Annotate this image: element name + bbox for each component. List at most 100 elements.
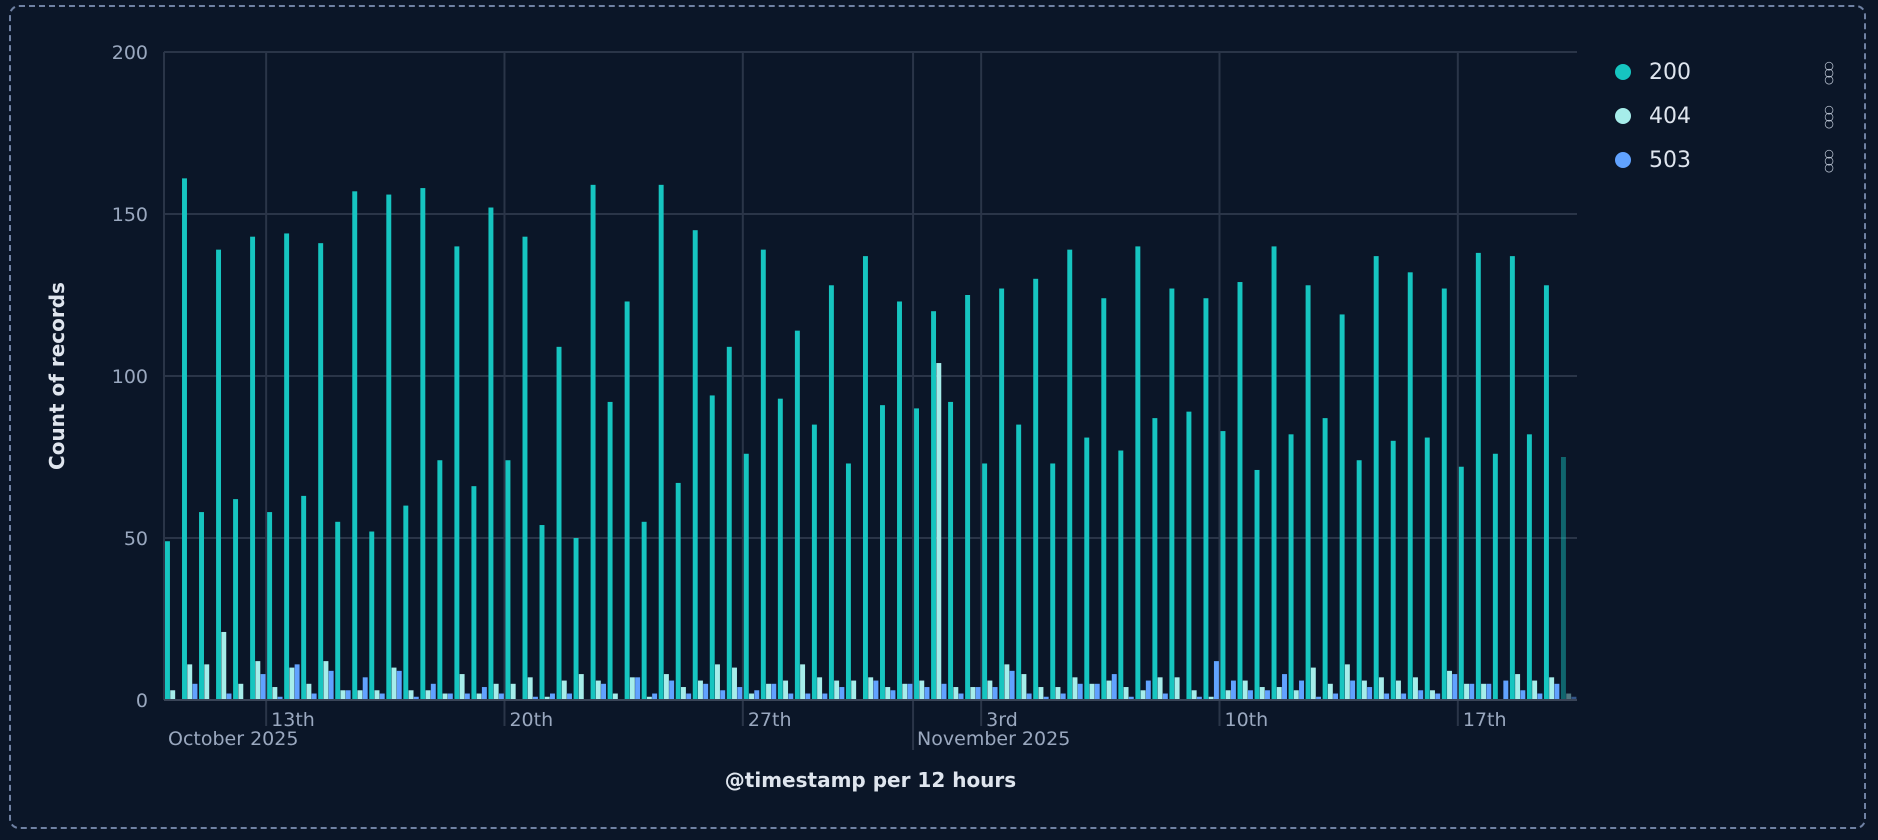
x-tick-label: 10th: [1224, 709, 1268, 731]
bar-503: [396, 670, 402, 700]
bar-200: [641, 521, 647, 700]
bar-503: [1128, 696, 1134, 700]
bar-404: [1038, 687, 1044, 700]
bar-404: [646, 696, 652, 700]
bar-503: [1111, 674, 1117, 700]
bar-200: [965, 295, 971, 700]
bar-503: [703, 683, 709, 700]
bar-503: [958, 693, 964, 700]
bar-404: [1106, 680, 1112, 700]
bar-404: [1532, 680, 1538, 700]
bar-503: [907, 683, 913, 700]
bar-503: [1026, 693, 1032, 700]
bar-503: [260, 674, 266, 700]
y-tick-label: 50: [124, 528, 148, 550]
bar-503: [447, 693, 453, 700]
more-options-icon[interactable]: ○ ○ ○: [1824, 146, 1834, 174]
bar-200: [1407, 272, 1413, 700]
bar-200: [1492, 453, 1498, 700]
bar-200: [845, 463, 851, 700]
bar-503: [532, 696, 538, 700]
bar-404: [987, 680, 993, 700]
bar-404: [340, 690, 346, 700]
bar-200: [675, 482, 681, 700]
bar-503: [1043, 696, 1049, 700]
bar-503: [1162, 693, 1168, 700]
bar-503: [1077, 683, 1083, 700]
bar-200: [590, 184, 596, 701]
bar-503: [601, 683, 607, 700]
bar-200: [607, 401, 613, 700]
bar-404: [1242, 680, 1248, 700]
bar-404: [902, 683, 908, 700]
bar-200: [301, 495, 307, 700]
bar-503: [481, 687, 487, 700]
bar-404: [1021, 674, 1027, 700]
bar-200: [1271, 246, 1277, 700]
legend-label: 200: [1649, 59, 1691, 85]
bar-503: [652, 693, 658, 700]
bar-503: [1350, 680, 1356, 700]
bar-404: [1327, 683, 1333, 700]
y-axis-title: Count of records: [45, 282, 69, 470]
bar-503: [720, 690, 726, 700]
bar-200: [1050, 463, 1056, 700]
y-tick-label: 100: [112, 366, 148, 388]
legend-item-404[interactable]: 404 ○ ○ ○: [1605, 94, 1845, 138]
more-options-icon[interactable]: ○ ○ ○: [1824, 58, 1834, 86]
bar-404: [1447, 670, 1452, 700]
bar-200: [522, 236, 528, 700]
bar-503: [822, 693, 828, 700]
bar-404: [800, 664, 806, 700]
bar-404: [595, 680, 601, 700]
bar-200: [1560, 457, 1566, 700]
bar-503: [771, 683, 777, 700]
bar-200: [897, 301, 902, 700]
bar-200: [743, 453, 749, 700]
bar-200: [1237, 282, 1243, 700]
bar-404: [732, 667, 737, 700]
more-options-icon[interactable]: ○ ○ ○: [1824, 102, 1834, 130]
bar-503: [873, 680, 879, 700]
bar-200: [369, 531, 375, 700]
bar-503: [1282, 674, 1287, 700]
bar-503: [379, 693, 385, 700]
bar-200: [1152, 418, 1158, 700]
bar-404: [629, 677, 635, 700]
bar-404: [1089, 683, 1095, 700]
bar-503: [1401, 693, 1407, 700]
legend-item-503[interactable]: 503 ○ ○ ○: [1605, 138, 1845, 182]
bar-200: [692, 230, 698, 700]
bar-404: [289, 667, 295, 700]
bar-404: [834, 680, 840, 700]
bar-404: [1515, 674, 1521, 700]
legend-item-200[interactable]: 200 ○ ○ ○: [1605, 50, 1845, 94]
bar-200: [1458, 466, 1464, 700]
bar-503: [1060, 693, 1066, 700]
bar-404: [1191, 690, 1197, 700]
bar-503: [1230, 680, 1236, 700]
bar-404: [1566, 693, 1572, 700]
bar-200: [420, 188, 426, 700]
bar-404: [272, 687, 278, 700]
bar-200: [335, 521, 341, 700]
bar-200: [250, 236, 256, 700]
bar-503: [839, 687, 845, 700]
x-month-label: October 2025: [168, 728, 298, 750]
bar-404: [255, 661, 261, 700]
bar-503: [788, 693, 794, 700]
bar-200: [437, 460, 443, 700]
bar-503: [1316, 696, 1322, 700]
bar-503: [345, 690, 351, 700]
bar-200: [199, 512, 204, 700]
bar-404: [1395, 680, 1401, 700]
y-tick-label: 200: [112, 42, 148, 64]
bar-503: [1554, 683, 1560, 700]
x-tick-label: 27th: [748, 709, 792, 731]
bar-404: [425, 690, 431, 700]
bar-404: [1157, 677, 1163, 700]
bar-404: [1140, 690, 1146, 700]
bar-200: [709, 395, 715, 700]
bar-404: [221, 631, 227, 700]
